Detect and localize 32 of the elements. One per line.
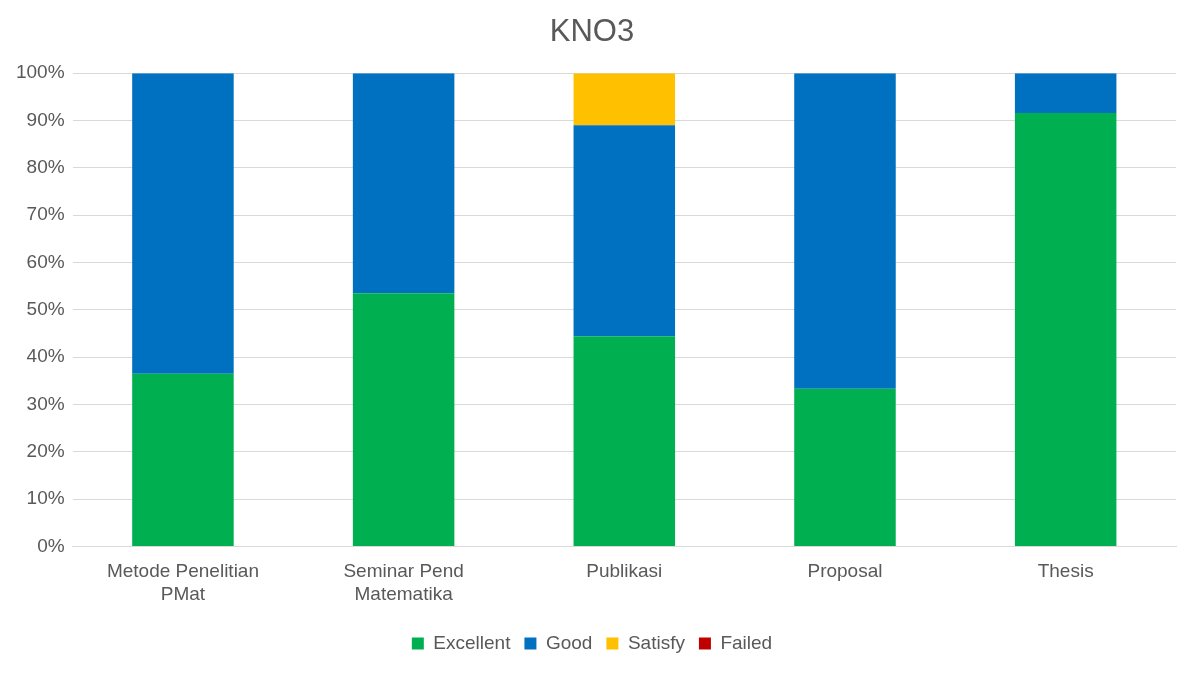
bar (794, 388, 896, 546)
y-tick-label: 80% (26, 156, 65, 178)
y-tick-label: 10% (26, 487, 65, 509)
x-tick-label: Seminar Pend Matematika (343, 560, 464, 604)
y-tick-label: 70% (26, 203, 65, 225)
x-tick-label: Metode Penelitian PMat (106, 560, 259, 604)
legend-label: Failed (720, 631, 773, 653)
y-tick-label: 50% (26, 298, 65, 320)
y-tick-label: 90% (26, 108, 65, 130)
bar (352, 73, 455, 294)
y-tick-label: 20% (26, 439, 65, 461)
x-tick-label: Publikasi (586, 560, 663, 582)
legend-label: Good (545, 631, 593, 653)
legend-label: Excellent (433, 631, 512, 653)
x-tick-label: Thesis (1037, 560, 1094, 582)
bar (1014, 112, 1117, 546)
y-tick-label: 0% (37, 534, 65, 556)
bar (573, 336, 676, 546)
bar (132, 373, 234, 546)
bar (794, 73, 896, 389)
bar (573, 125, 676, 337)
bar (352, 293, 455, 546)
x-tick-label: Proposal (807, 560, 883, 582)
bar (132, 73, 234, 374)
y-tick-label: 60% (26, 250, 65, 272)
y-tick-label: 40% (26, 345, 65, 367)
y-tick-label: 30% (26, 392, 65, 414)
bar (1014, 73, 1117, 113)
bar (573, 73, 676, 126)
y-tick-label: 100% (15, 61, 65, 83)
chart-title: KNO3 (549, 13, 635, 49)
legend-label: Satisfy (627, 631, 686, 653)
